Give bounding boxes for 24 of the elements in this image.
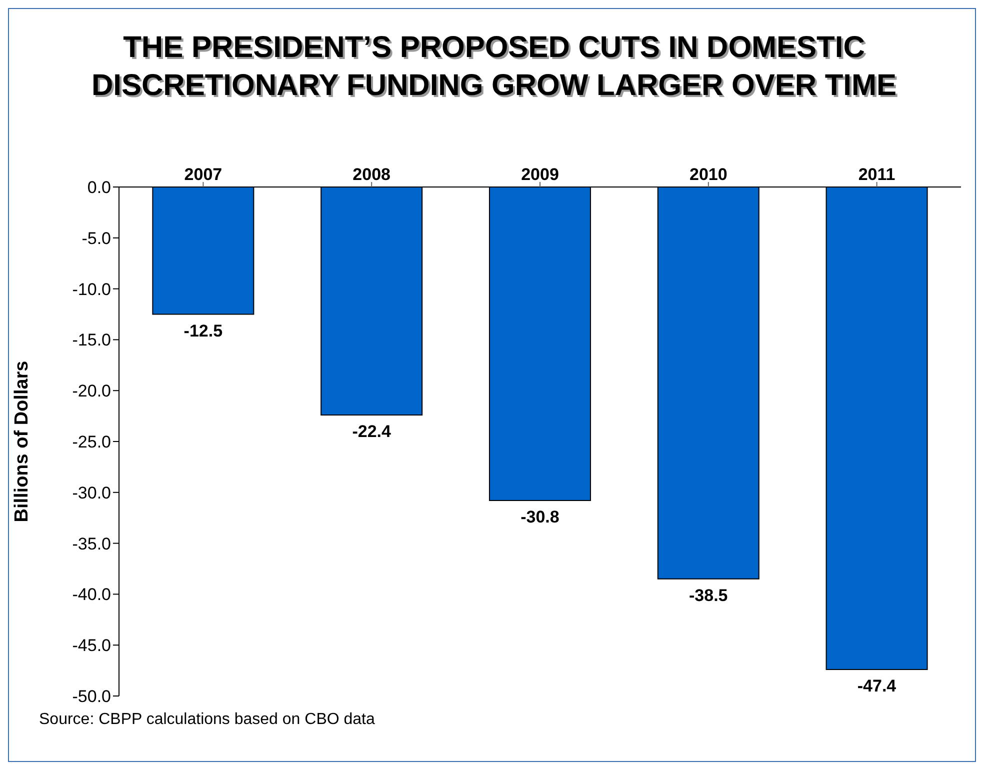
data-label: -22.4 (352, 422, 392, 442)
y-tick-label: -50.0 (72, 687, 111, 706)
x-tick-label: 2008 (352, 165, 391, 184)
source-note: Source: CBPP calculations based on CBO data (39, 711, 375, 729)
y-tick-label: -10.0 (72, 280, 111, 299)
y-tick-label: 0.0 (87, 178, 111, 198)
y-tick-label: -25.0 (72, 432, 111, 452)
y-tick-label: -45.0 (72, 636, 111, 656)
chart-title: THE PRESIDENT’S PROPOSED CUTS IN DOMESTIC DISCRETIONARY FUNDING GROW LARGER OVER TIME (90, 30, 898, 104)
x-tick-label: 2010 (689, 165, 728, 184)
data-label: -30.8 (520, 508, 560, 527)
y-tick-label: -15.0 (72, 330, 111, 350)
y-tick-label: -40.0 (72, 585, 111, 604)
x-tick-label: 2007 (184, 165, 222, 184)
x-tick-label: 2009 (521, 165, 559, 184)
data-label: -47.4 (857, 676, 897, 696)
x-tick-label: 2011 (858, 165, 896, 184)
y-tick-label: -30.0 (72, 483, 111, 502)
y-tick-label: -35.0 (72, 534, 111, 554)
y-axis-title: Billions of Dollars (12, 360, 33, 522)
y-tick-label: -20.0 (72, 382, 111, 401)
data-label: -12.5 (184, 321, 223, 340)
data-label: -38.5 (689, 586, 728, 605)
y-tick-label: -5.0 (82, 228, 111, 248)
